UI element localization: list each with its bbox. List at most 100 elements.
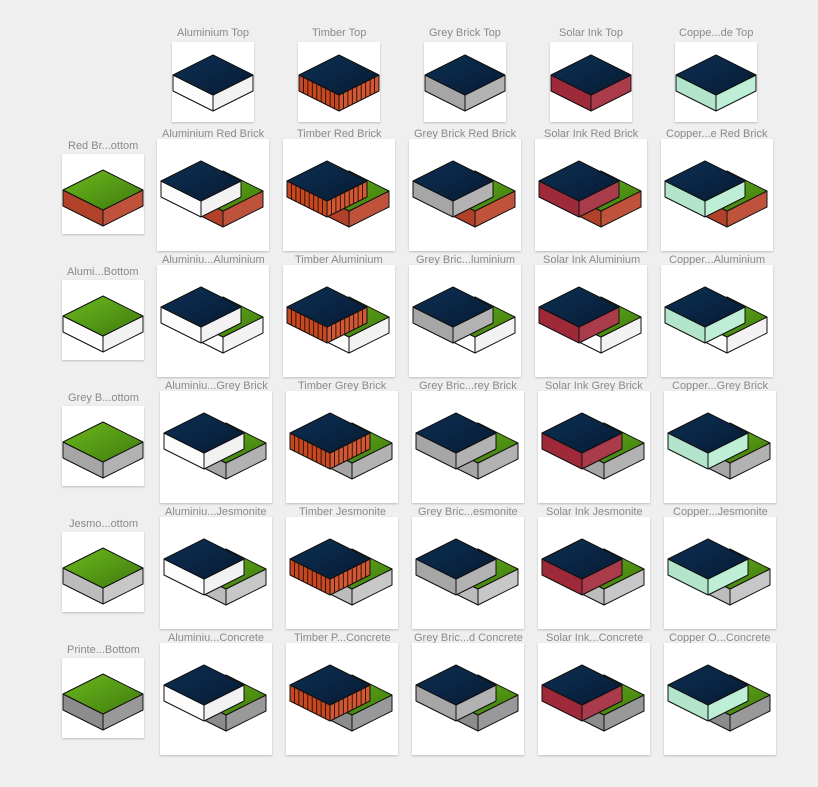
combo-swatch-solar_ink-aluminium[interactable] xyxy=(535,265,647,377)
bottom-swatch-red_brick[interactable] xyxy=(62,154,144,234)
combo-swatch-label: Solar Ink...Concrete xyxy=(546,632,644,644)
top-block xyxy=(415,664,497,722)
combo-swatch-label: Grey Bric...rey Brick xyxy=(419,380,517,392)
combo-swatch-grey_brick-jesmonite[interactable] xyxy=(412,517,524,629)
combo-swatch-solar_ink-red_brick[interactable] xyxy=(535,139,647,251)
combo-swatch-label: Timber Grey Brick xyxy=(298,380,387,392)
swatch-preview xyxy=(163,412,267,480)
combo-swatch-timber-red_brick[interactable] xyxy=(283,139,395,251)
top-top-face xyxy=(286,160,368,202)
top-block xyxy=(538,160,620,218)
top-block xyxy=(667,664,749,722)
top-top-face xyxy=(415,538,497,580)
top-swatch-grey_brick[interactable] xyxy=(424,42,506,122)
combo-swatch-grey_brick-concrete[interactable] xyxy=(412,643,524,755)
swatch-preview xyxy=(62,673,144,731)
combo-swatch-copper_oxide-jesmonite[interactable] xyxy=(664,517,776,629)
combo-swatch-aluminium-concrete[interactable] xyxy=(160,643,272,755)
top-block xyxy=(286,286,368,344)
swatch-preview xyxy=(62,547,144,605)
block-top-face xyxy=(172,54,254,96)
combo-swatch-solar_ink-jesmonite[interactable] xyxy=(538,517,650,629)
combo-swatch-aluminium-aluminium[interactable] xyxy=(157,265,269,377)
combo-swatch-grey_brick-grey_brick[interactable] xyxy=(412,391,524,503)
combo-swatch-copper_oxide-grey_brick[interactable] xyxy=(664,391,776,503)
swatch-preview xyxy=(538,160,642,228)
swatch-preview xyxy=(62,169,144,227)
top-timber-slats xyxy=(293,561,367,593)
top-top-face xyxy=(412,160,494,202)
combo-swatch-timber-grey_brick[interactable] xyxy=(286,391,398,503)
top-block xyxy=(160,160,242,218)
top-swatch-timber[interactable] xyxy=(298,42,380,122)
swatch-preview xyxy=(289,412,393,480)
bottom-swatch-label: Red Br...ottom xyxy=(68,140,139,152)
bottom-swatch-grey_brick[interactable] xyxy=(62,406,144,486)
combo-swatch-label: Grey Bric...esmonite xyxy=(418,506,518,518)
top-block xyxy=(412,286,494,344)
top-swatch-label: Aluminium Top xyxy=(177,27,249,39)
swatch-preview xyxy=(172,54,254,112)
swatch-preview xyxy=(62,295,144,353)
combo-swatch-copper_oxide-red_brick[interactable] xyxy=(661,139,773,251)
swatch-preview xyxy=(424,54,506,112)
combo-swatch-label: Copper...Jesmonite xyxy=(673,506,768,518)
combo-swatch-copper_oxide-concrete[interactable] xyxy=(664,643,776,755)
swatch-preview xyxy=(664,160,768,228)
combo-swatch-label: Timber Red Brick xyxy=(297,128,382,140)
block-top-face xyxy=(424,54,506,96)
top-timber-slats xyxy=(290,183,364,215)
combo-swatch-label: Timber Aluminium xyxy=(295,254,383,266)
top-block xyxy=(541,538,623,596)
combo-swatch-label: Grey Bric...d Concrete xyxy=(414,632,523,644)
top-block xyxy=(160,286,242,344)
top-top-face xyxy=(289,538,371,580)
combo-swatch-label: Solar Ink Jesmonite xyxy=(546,506,643,518)
swatch-preview xyxy=(286,286,390,354)
combo-swatch-aluminium-jesmonite[interactable] xyxy=(160,517,272,629)
swatch-preview xyxy=(160,286,264,354)
swatch-preview xyxy=(550,54,632,112)
block-timber-slats xyxy=(302,77,376,109)
combo-swatch-solar_ink-concrete[interactable] xyxy=(538,643,650,755)
swatch-preview xyxy=(412,286,516,354)
combo-swatch-aluminium-red_brick[interactable] xyxy=(157,139,269,251)
bottom-swatch-aluminium[interactable] xyxy=(62,280,144,360)
top-timber-slats xyxy=(293,687,367,719)
swatch-preview xyxy=(415,538,519,606)
top-top-face xyxy=(541,412,623,454)
swatch-preview xyxy=(541,664,645,732)
top-block xyxy=(289,664,371,722)
top-swatch-label: Timber Top xyxy=(312,27,367,39)
bottom-swatch-jesmonite[interactable] xyxy=(62,532,144,612)
swatch-preview xyxy=(62,421,144,479)
bottom-swatch-concrete[interactable] xyxy=(62,658,144,738)
combo-swatch-solar_ink-grey_brick[interactable] xyxy=(538,391,650,503)
swatch-preview xyxy=(538,286,642,354)
combo-swatch-label: Copper...e Red Brick xyxy=(666,128,768,140)
combo-swatch-grey_brick-aluminium[interactable] xyxy=(409,265,521,377)
top-swatch-solar_ink[interactable] xyxy=(550,42,632,122)
combo-swatch-label: Solar Ink Aluminium xyxy=(543,254,641,266)
block-top-face xyxy=(298,54,380,96)
top-block xyxy=(415,538,497,596)
top-block xyxy=(664,160,746,218)
top-block xyxy=(289,412,371,470)
combo-swatch-label: Solar Ink Grey Brick xyxy=(545,380,643,392)
swatch-preview xyxy=(289,538,393,606)
combo-swatch-timber-aluminium[interactable] xyxy=(283,265,395,377)
combo-swatch-timber-concrete[interactable] xyxy=(286,643,398,755)
combo-swatch-copper_oxide-aluminium[interactable] xyxy=(661,265,773,377)
top-swatch-label: Coppe...de Top xyxy=(679,27,754,39)
top-top-face xyxy=(286,286,368,328)
bottom-swatch-label: Printe...Bottom xyxy=(67,644,140,656)
top-swatch-aluminium[interactable] xyxy=(172,42,254,122)
swatch-preview xyxy=(541,538,645,606)
combo-swatch-grey_brick-red_brick[interactable] xyxy=(409,139,521,251)
top-swatch-copper_oxide[interactable] xyxy=(675,42,757,122)
bottom-swatch-label: Jesmo...ottom xyxy=(69,518,139,530)
combo-swatch-aluminium-grey_brick[interactable] xyxy=(160,391,272,503)
combo-swatch-label: Copper...Aluminium xyxy=(669,254,765,266)
swatch-preview xyxy=(286,160,390,228)
combo-swatch-timber-jesmonite[interactable] xyxy=(286,517,398,629)
